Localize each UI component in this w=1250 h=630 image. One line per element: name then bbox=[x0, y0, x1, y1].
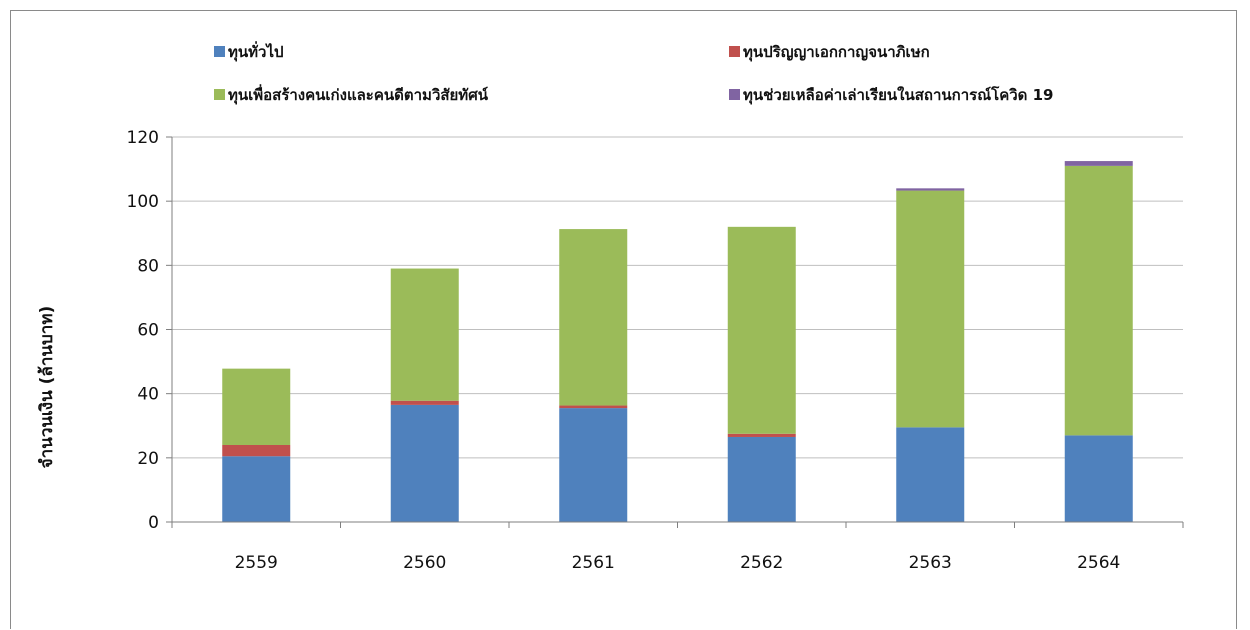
bar-segment-2560-series-3 bbox=[390, 268, 459, 401]
bar-segment-2563-series-4 bbox=[896, 188, 965, 191]
bar-segment-2560-series-1 bbox=[390, 404, 459, 522]
bar-segment-2562-series-2 bbox=[727, 433, 796, 437]
legend-label: ทุนปริญญาเอกกาญจนาภิเษก bbox=[743, 43, 930, 62]
bar-segment-2560-series-2 bbox=[390, 400, 459, 405]
x-tick-label: 2562 bbox=[740, 553, 783, 573]
legend-swatch bbox=[729, 46, 740, 57]
bar-segment-2561-series-1 bbox=[559, 408, 628, 522]
legend-item-1: ทุนทั่วไป bbox=[214, 41, 284, 62]
y-tick-label: 80 bbox=[137, 256, 159, 276]
bar-segment-2563-series-1 bbox=[896, 427, 965, 522]
y-axis-title: จำนวนเงิน (ล้านบาท) bbox=[37, 306, 57, 469]
bars bbox=[222, 161, 1133, 522]
x-tick-label: 2563 bbox=[909, 553, 952, 573]
chart-frame: ทุนทั่วไป ทุนปริญญาเอกกาญจนาภิเษกทุนเพื่อ… bbox=[10, 10, 1237, 629]
stacked-bar-chart: ทุนทั่วไป ทุนปริญญาเอกกาญจนาภิเษกทุนเพื่อ… bbox=[37, 41, 1184, 573]
legend-swatch bbox=[214, 89, 225, 100]
bar-segment-2561-series-3 bbox=[559, 229, 628, 406]
x-tick-label: 2561 bbox=[572, 553, 615, 573]
bar-segment-2559-series-2 bbox=[222, 445, 291, 457]
y-tick-label: 120 bbox=[127, 128, 159, 148]
bar-segment-2559-series-1 bbox=[222, 456, 291, 522]
legend-swatch bbox=[729, 89, 740, 100]
x-tick-label: 2560 bbox=[403, 553, 446, 573]
y-tick-label: 60 bbox=[137, 321, 159, 341]
legend-swatch bbox=[214, 46, 225, 57]
axes bbox=[166, 136, 1184, 528]
bar-segment-2562-series-1 bbox=[727, 436, 796, 522]
x-tick-labels: 2559 2560 2561 2562 2563 2564 bbox=[235, 553, 1121, 573]
legend-item-2: ทุนปริญญาเอกกาญจนาภิเษก bbox=[729, 43, 930, 62]
y-tick-label: 0 bbox=[148, 513, 159, 533]
legend-item-4: ทุนช่วยเหลือค่าเล่าเรียนในสถานการณ์โควิด… bbox=[729, 85, 1054, 105]
y-tick-labels: 0 20 40 60 80 100 120 bbox=[127, 128, 159, 533]
bar-segment-2564-series-4 bbox=[1064, 161, 1133, 166]
x-tick-label: 2564 bbox=[1077, 553, 1120, 573]
gridlines bbox=[172, 136, 1183, 459]
legend: ทุนทั่วไป ทุนปริญญาเอกกาญจนาภิเษกทุนเพื่อ… bbox=[214, 41, 1054, 105]
bar-segment-2563-series-3 bbox=[896, 190, 965, 428]
legend-label: ทุนทั่วไป bbox=[228, 41, 284, 62]
legend-label: ทุนช่วยเหลือค่าเล่าเรียนในสถานการณ์โควิด… bbox=[743, 85, 1054, 105]
bar-segment-2559-series-3 bbox=[222, 368, 291, 445]
bar-segment-2564-series-3 bbox=[1064, 165, 1133, 436]
y-tick-label: 20 bbox=[137, 449, 159, 469]
legend-item-3: ทุนเพื่อสร้างคนเก่งและคนดีตามวิสัยทัศน์ bbox=[214, 84, 489, 105]
bar-segment-2561-series-2 bbox=[559, 405, 628, 409]
y-tick-label: 100 bbox=[127, 192, 159, 212]
legend-label: ทุนเพื่อสร้างคนเก่งและคนดีตามวิสัยทัศน์ bbox=[228, 84, 489, 105]
bar-segment-2562-series-3 bbox=[727, 226, 796, 434]
x-tick-label: 2559 bbox=[235, 553, 278, 573]
y-tick-label: 40 bbox=[137, 385, 159, 405]
bar-segment-2564-series-1 bbox=[1064, 435, 1133, 522]
